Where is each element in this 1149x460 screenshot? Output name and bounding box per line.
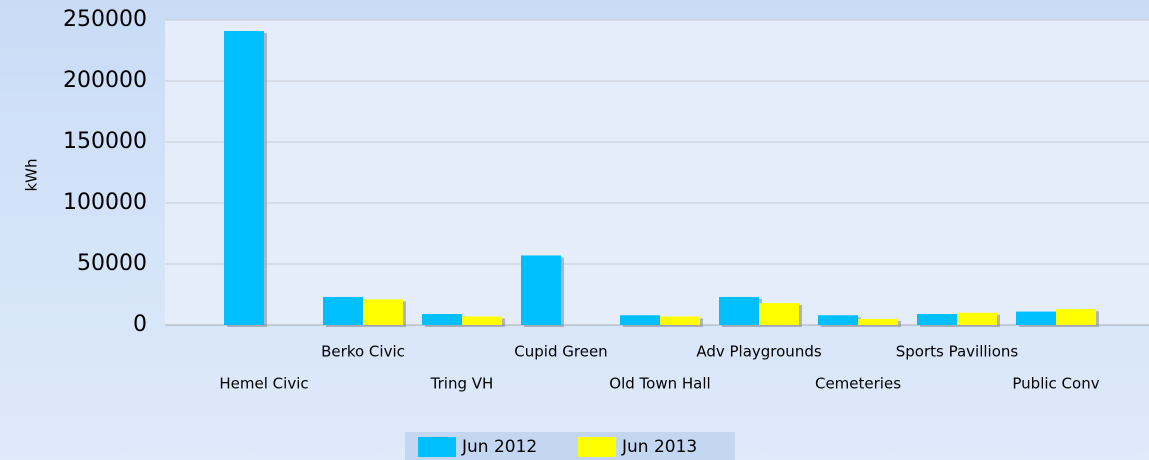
bar bbox=[363, 299, 403, 325]
bar bbox=[1056, 309, 1096, 325]
x-tick-label: Adv Playgrounds bbox=[696, 343, 822, 361]
x-tick-label: Cemeteries bbox=[815, 375, 901, 393]
bar bbox=[224, 30, 264, 325]
bar bbox=[462, 316, 502, 325]
bar bbox=[759, 303, 799, 325]
legend-label: Jun 2012 bbox=[461, 437, 537, 457]
x-tick-label: Public Conv bbox=[1012, 375, 1099, 393]
x-tick-label: Old Town Hall bbox=[609, 375, 710, 393]
y-axis-label: kWh bbox=[23, 158, 41, 191]
bar bbox=[660, 316, 700, 325]
y-tick-label: 250000 bbox=[63, 7, 147, 32]
bar bbox=[858, 318, 898, 325]
bar bbox=[1016, 311, 1056, 325]
bar bbox=[323, 296, 363, 325]
legend-swatch bbox=[418, 437, 456, 457]
bar bbox=[917, 314, 957, 325]
bar bbox=[957, 312, 997, 325]
bar bbox=[521, 255, 561, 325]
x-tick-label: Sports Pavillions bbox=[896, 343, 1019, 361]
x-tick-label: Berko Civic bbox=[321, 343, 405, 361]
x-tick-label: Hemel Civic bbox=[219, 375, 308, 393]
y-tick-label: 0 bbox=[133, 312, 147, 337]
bar bbox=[620, 315, 660, 325]
legend-swatch bbox=[578, 437, 616, 457]
plot-area bbox=[165, 20, 1149, 325]
y-tick-label: 200000 bbox=[63, 68, 147, 93]
bar bbox=[719, 296, 759, 325]
legend-label: Jun 2013 bbox=[621, 437, 697, 457]
x-tick-label: Cupid Green bbox=[514, 343, 607, 361]
y-tick-label: 150000 bbox=[63, 129, 147, 154]
bar bbox=[422, 314, 462, 325]
x-tick-label: Tring VH bbox=[430, 375, 494, 393]
y-tick-label: 100000 bbox=[63, 190, 147, 215]
bar bbox=[818, 315, 858, 325]
y-tick-label: 50000 bbox=[77, 251, 147, 276]
legend bbox=[405, 432, 735, 460]
